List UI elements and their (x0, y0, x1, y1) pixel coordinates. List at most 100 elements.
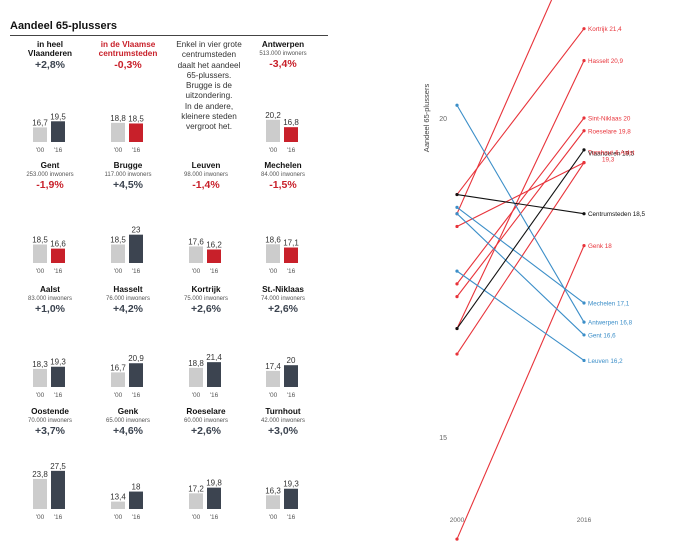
bar (129, 123, 143, 142)
bar-category-label: '16 (287, 514, 296, 521)
bar (266, 244, 280, 263)
panel-subtitle: 60.000 inwoners (184, 418, 228, 424)
point-2016 (582, 333, 586, 337)
panel-subtitle: 74.000 inwoners (261, 296, 305, 302)
bar (284, 365, 298, 387)
panel-name: Leuven (192, 161, 221, 170)
bar-category-label: '00 (269, 268, 278, 275)
bar (129, 234, 143, 263)
bar-value-label: 18,5 (128, 114, 144, 123)
bar-value-label: 19,3 (283, 480, 299, 489)
bar-category-label: '00 (114, 514, 123, 521)
bar-panel: Hasselt 76.000 inwoners+4,2% 16,7 '00 20,9 '1… (106, 285, 150, 399)
bar-category-label: '00 (192, 268, 201, 275)
panel-name: Antwerpen (262, 40, 304, 49)
bar-value-label: 19,8 (206, 479, 222, 488)
series-line (456, 0, 553, 214)
series-line (456, 149, 585, 329)
bar-category-label: '00 (114, 268, 123, 275)
bar (33, 127, 47, 142)
series-turnhout (455, 161, 586, 356)
y-tick-label: 20 (439, 116, 447, 123)
series-line (456, 28, 585, 195)
bar (51, 121, 65, 142)
bar-panel: Turnhout 42.000 inwoners+3,0% 16,3 '00 19,3 '… (261, 407, 305, 521)
panel-name: Turnhout (265, 407, 301, 416)
bar (284, 488, 298, 509)
series-genk (455, 244, 586, 541)
point-2016 (582, 161, 586, 165)
panel-change: +2,6% (191, 303, 222, 315)
point-2000 (455, 212, 459, 216)
y-tick-label: 15 (439, 435, 447, 442)
panel-subtitle: 98.000 inwoners (184, 172, 228, 178)
bar-category-label: '16 (54, 514, 63, 521)
bar (207, 362, 221, 387)
panel-change: +1,0% (35, 303, 66, 315)
bar-category-label: '00 (36, 268, 45, 275)
note-line: uitzondering. (185, 91, 233, 101)
bar-category-label: '16 (54, 392, 63, 399)
bar (189, 246, 203, 263)
bar-panel: St.-Niklaas 74.000 inwoners+2,6% 17,4 '00 20… (261, 285, 305, 399)
end-label: Antwerpen 16,8 (588, 320, 633, 327)
bar-value-label: 19,5 (50, 112, 66, 121)
bar-value-label: 18 (132, 483, 141, 492)
end-label: Mechelen 17,1 (588, 301, 630, 308)
panel-subtitle: 117.000 inwoners (105, 172, 152, 178)
bar-value-label: 13,4 (110, 493, 126, 502)
panel-name: Mechelen (264, 161, 301, 170)
series-line (456, 104, 585, 323)
note-line: Enkel in vier grote (176, 40, 242, 49)
panel-subtitle: 70.000 inwoners (28, 418, 72, 424)
panel-change: +4,2% (113, 303, 144, 315)
series-line (456, 245, 585, 540)
bar (129, 363, 143, 387)
bar-category-label: '00 (36, 147, 45, 154)
panel-change: +2,6% (191, 425, 222, 437)
bar-category-label: '16 (287, 147, 296, 154)
series-aalst (455, 161, 586, 229)
panel-change: +2,6% (268, 303, 299, 315)
bar-panel: Antwerpen 513.000 inwoners-3,4% 20,2 '00 16,… (259, 40, 306, 154)
bar-category-label: '00 (192, 514, 201, 521)
bar-category-label: '00 (269, 147, 278, 154)
panel-subtitle: 513.000 inwoners (259, 51, 306, 57)
series-line (456, 270, 585, 361)
point-2016 (582, 244, 586, 248)
panel-change: +4,6% (113, 425, 144, 437)
series-line (456, 117, 585, 285)
bar (266, 119, 280, 142)
bar (189, 367, 203, 387)
point-2016 (582, 301, 586, 305)
small-multiples-panel: Aandeel 65-plussers Enkel in vier grote c… (0, 0, 340, 555)
panel-name: Hasselt (113, 285, 142, 294)
bar-value-label: 16,7 (32, 118, 48, 127)
panel-name: Vlaanderen (28, 49, 72, 58)
bar (129, 491, 143, 509)
panel-change: -1,9% (36, 179, 64, 191)
bar (33, 368, 47, 387)
bar (189, 493, 203, 509)
point-2000 (455, 537, 459, 541)
bar-panel: Mechelen 84.000 inwoners-1,5% 18,6 '00 17,1 '… (261, 161, 305, 275)
panel-name: Brugge (114, 161, 143, 170)
bar-category-label: '16 (54, 268, 63, 275)
bar-value-label: 18,3 (32, 360, 48, 369)
panel-change: +3,7% (35, 425, 66, 437)
series-sint-niklaas (455, 116, 586, 286)
bar-panel: Gent 253.000 inwoners-1,9% 18,5 '00 16,6 '16 (26, 161, 73, 275)
bar (284, 127, 298, 142)
series-antwerpen (455, 103, 586, 324)
bar-category-label: '16 (210, 268, 219, 275)
title-rule (10, 35, 328, 36)
bar-panel: Leuven 98.000 inwoners-1,4% 17,6 '00 16,2 '16 (184, 161, 228, 275)
bar (51, 470, 65, 509)
y-axis-label: Aandeel 65-plussers (422, 84, 431, 153)
panel-name: St.-Niklaas (262, 285, 304, 294)
bar-value-label: 19,3 (50, 358, 66, 367)
panel-name: centrumsteden (99, 49, 158, 58)
chart-title: Aandeel 65-plussers (10, 20, 117, 32)
end-label: Leuven 16,2 (588, 358, 623, 365)
